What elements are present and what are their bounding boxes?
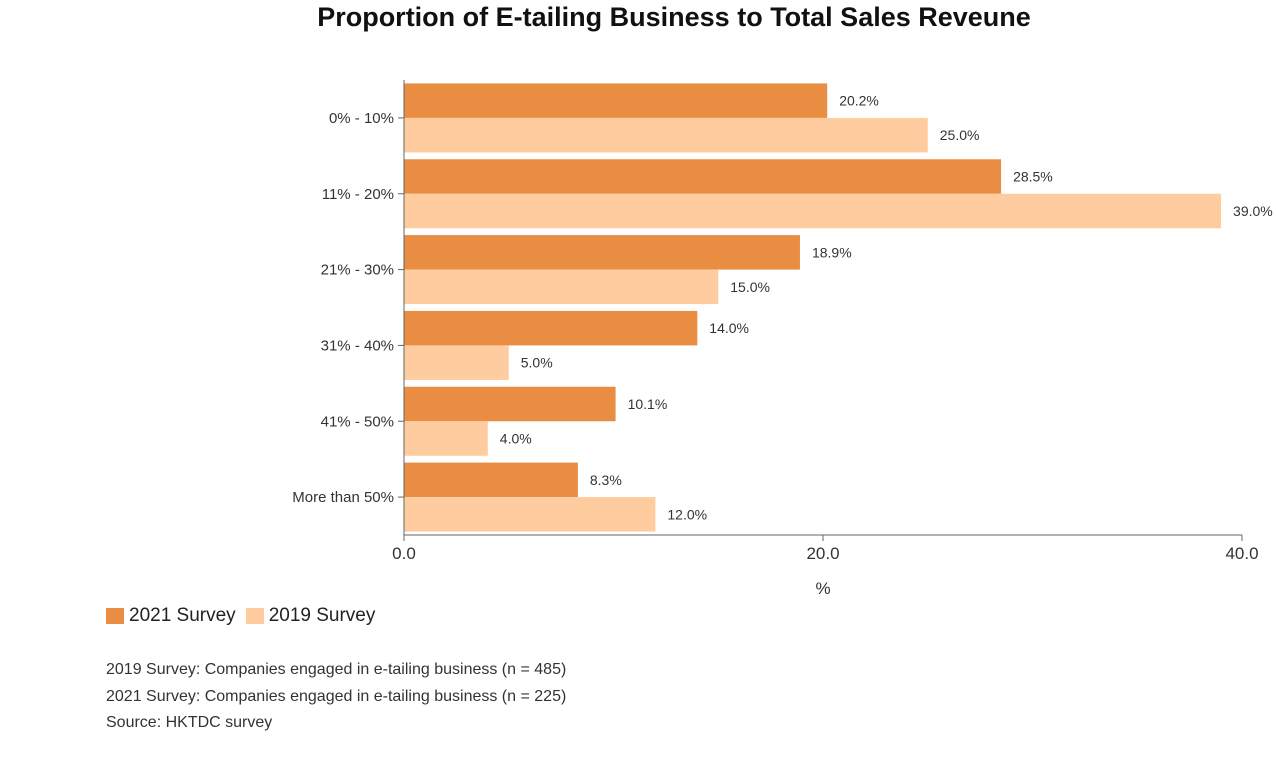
value-label-2019-0: 25.0%	[940, 127, 980, 143]
x-tick-label-0: 0.0	[392, 544, 416, 563]
bar-2021-1[interactable]	[404, 159, 1002, 194]
bar-2021-4[interactable]	[404, 386, 616, 422]
bar-2019-4[interactable]	[404, 421, 488, 456]
note-2019: 2019 Survey: Companies engaged in e-tail…	[106, 661, 567, 678]
legend-swatch-2021	[106, 608, 124, 624]
legend-label-2021: 2021 Survey	[129, 605, 236, 626]
bar-2019-5[interactable]	[404, 497, 656, 532]
value-label-2019-2: 15.0%	[730, 279, 770, 295]
bar-2019-3[interactable]	[404, 345, 509, 380]
note-2021: 2021 Survey: Companies engaged in e-tail…	[106, 687, 567, 705]
bar-2021-0[interactable]	[404, 83, 828, 118]
category-label-2: 21% - 30%	[321, 262, 394, 279]
x-axis-label: %	[815, 579, 830, 598]
value-label-2021-1: 28.5%	[1013, 169, 1053, 185]
value-label-2021-0: 20.2%	[839, 93, 879, 109]
legend-label-2019: 2019 Survey	[268, 605, 376, 626]
chart-title: Proportion of E-tailing Business to Tota…	[317, 2, 1031, 32]
category-label-5: More than 50%	[292, 489, 394, 506]
bar-2021-3[interactable]	[404, 310, 698, 346]
value-label-2019-1: 39.0%	[1233, 203, 1273, 219]
value-label-2019-3: 5.0%	[521, 355, 553, 371]
category-label-4: 41% - 50%	[321, 413, 394, 430]
bar-2021-5[interactable]	[404, 462, 578, 498]
legend-item-2021[interactable]: 2021 Survey	[106, 605, 236, 627]
value-label-2021-5: 8.3%	[590, 472, 622, 488]
bar-2019-1[interactable]	[404, 193, 1222, 229]
legend-item-2019[interactable]: 2019 Survey	[245, 605, 376, 627]
value-label-2019-4: 4.0%	[500, 431, 532, 447]
x-tick-label-1: 20.0	[806, 544, 839, 563]
category-label-1: 11% - 20%	[322, 186, 394, 203]
chart-notes: 2019 Survey: Companies engaged in e-tail…	[106, 657, 566, 737]
value-label-2021-2: 18.9%	[812, 244, 852, 260]
legend-swatch-2019	[245, 608, 264, 624]
bar-2019-0[interactable]	[404, 117, 928, 153]
bar-2021-2[interactable]	[404, 235, 800, 270]
value-label-2019-5: 12.0%	[667, 506, 707, 522]
x-tick-label-2: 40.0	[1225, 544, 1258, 563]
value-label-2021-3: 14.0%	[709, 320, 749, 336]
category-label-0: 0% - 10%	[329, 110, 394, 127]
bar-2019-2[interactable]	[404, 269, 719, 305]
note-source: Source: HKTDC survey	[106, 714, 273, 731]
category-label-3: 31% - 40%	[321, 337, 394, 354]
value-label-2021-4: 10.1%	[628, 396, 668, 412]
legend: 2021 Survey 2019 Survey	[106, 605, 385, 627]
